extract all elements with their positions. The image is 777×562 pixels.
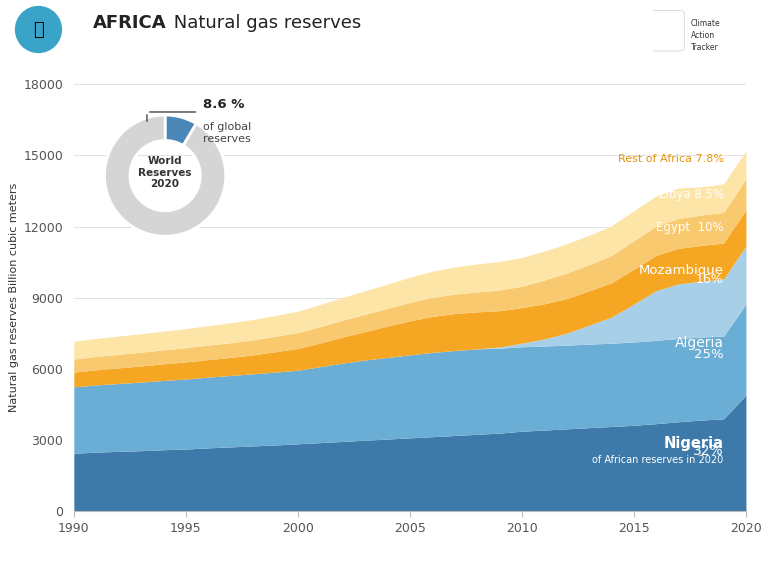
Text: 32%: 32% (693, 444, 723, 458)
Text: of African reserves in 2020: of African reserves in 2020 (592, 455, 723, 465)
Text: Natural gas reserves: Natural gas reserves (168, 14, 361, 32)
Wedge shape (165, 115, 197, 146)
Wedge shape (105, 115, 225, 236)
Text: Mozambique: Mozambique (639, 264, 723, 277)
Text: Libya 8.5%: Libya 8.5% (659, 188, 723, 201)
Text: 16%: 16% (695, 274, 723, 287)
Text: 🔥: 🔥 (33, 21, 44, 39)
Circle shape (16, 7, 61, 52)
Text: World
Reserves
2020: World Reserves 2020 (138, 156, 192, 189)
Text: 25%: 25% (694, 348, 723, 361)
Text: Nigeria: Nigeria (664, 436, 723, 451)
FancyBboxPatch shape (650, 11, 685, 51)
Text: AFRICA: AFRICA (93, 14, 167, 32)
Text: Climate
Action
Tracker: Climate Action Tracker (691, 19, 720, 52)
Text: Egypt  10%: Egypt 10% (656, 221, 723, 234)
Text: Algeria: Algeria (674, 336, 723, 350)
Text: Rest of Africa 7.8%: Rest of Africa 7.8% (618, 154, 723, 164)
Text: of global
reserves: of global reserves (203, 123, 251, 144)
Text: 8.6 %: 8.6 % (203, 98, 244, 111)
Y-axis label: Natural gas reserves Billion cubic meters: Natural gas reserves Billion cubic meter… (9, 183, 19, 413)
